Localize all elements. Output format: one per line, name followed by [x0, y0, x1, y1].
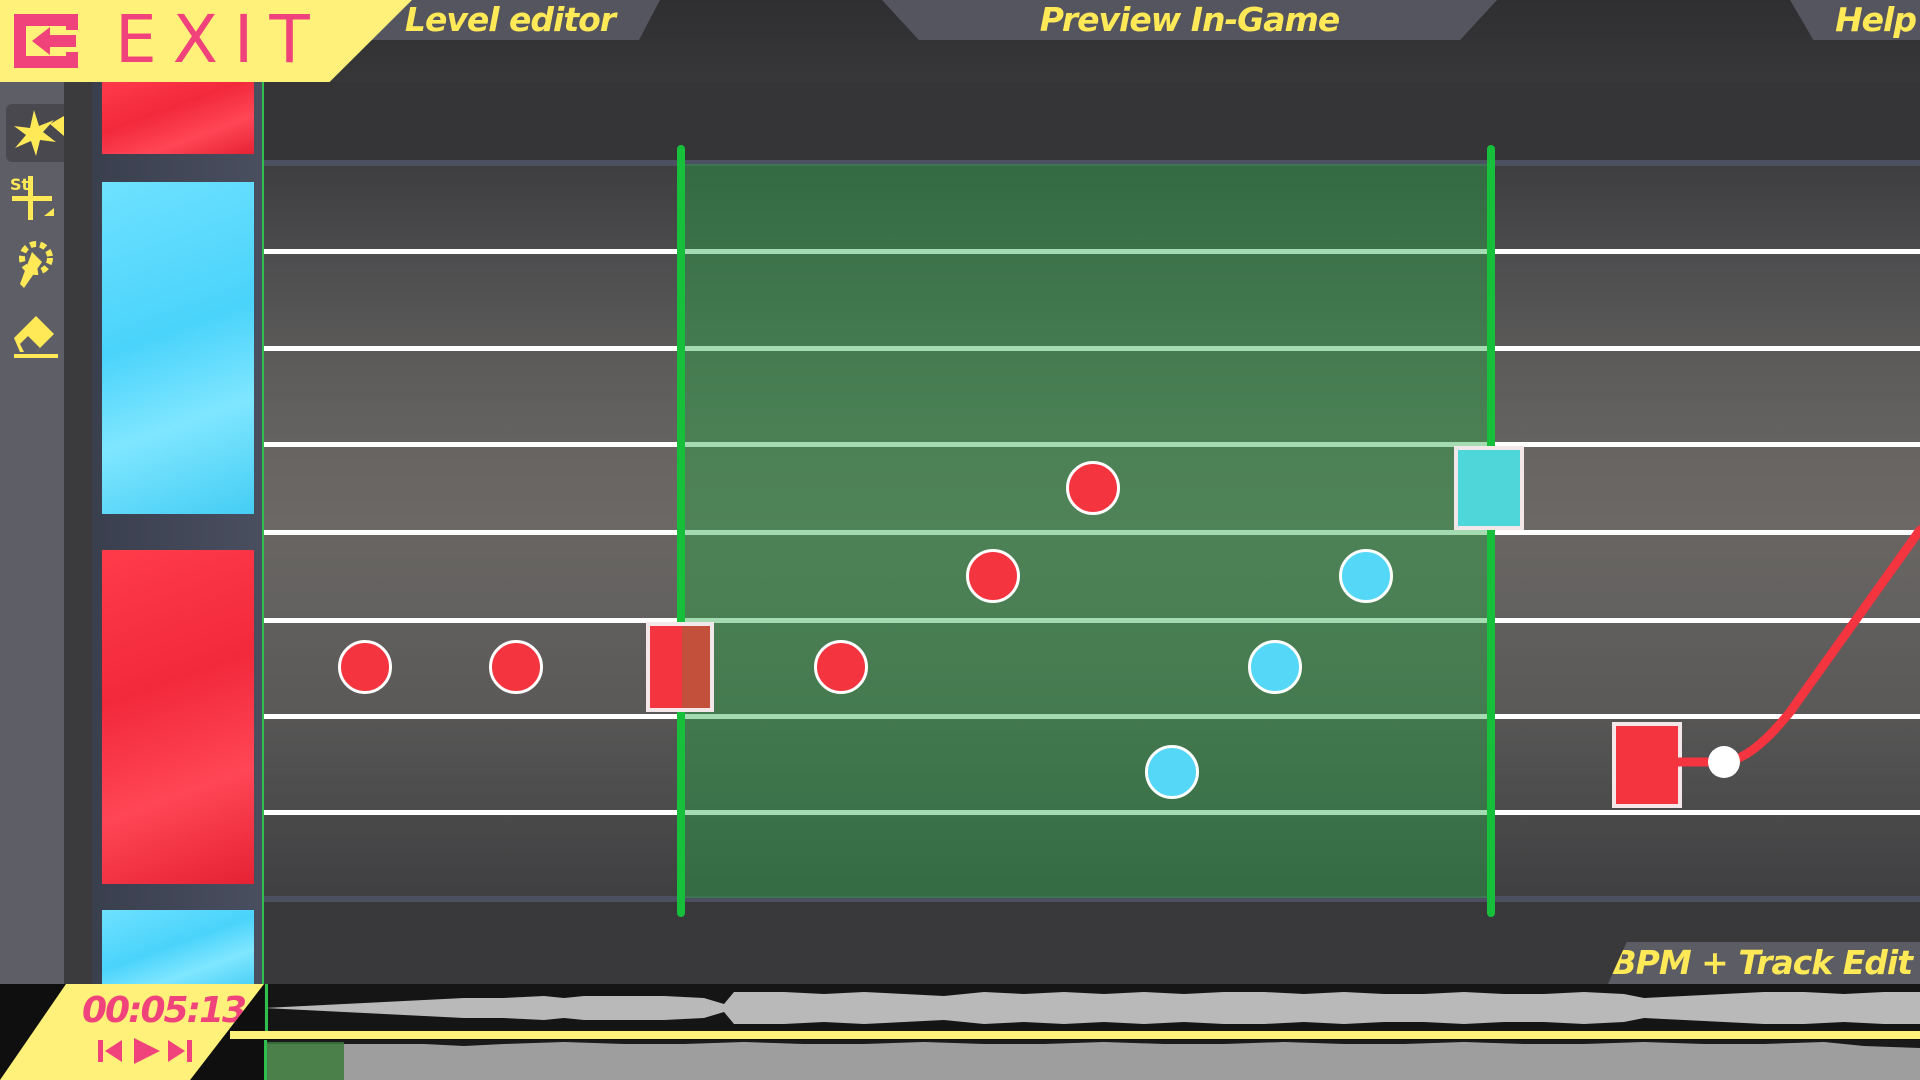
eraser-icon — [14, 316, 58, 358]
playback-time: 00:05:13 — [82, 990, 247, 1031]
tap-note-red[interactable] — [966, 549, 1020, 603]
stretch-add-icon: St — [10, 175, 54, 220]
special-note-icon — [19, 241, 53, 288]
transport-controls — [98, 1038, 192, 1064]
exit-door-icon — [14, 14, 78, 68]
stretch-add-tool[interactable]: St — [6, 170, 64, 228]
tap-note-blue[interactable] — [1248, 640, 1302, 694]
tap-note-blue[interactable] — [1339, 549, 1393, 603]
tool-sidebar: St — [0, 82, 64, 988]
overview-blue-section — [102, 910, 254, 988]
hold-note-blue[interactable] — [1454, 446, 1524, 530]
tab-preview-in-game[interactable]: Preview In-Game — [882, 0, 1497, 40]
selection-end-handle[interactable] — [1487, 145, 1495, 917]
lane-separator — [264, 346, 1920, 351]
eraser-tool[interactable] — [6, 304, 64, 362]
tap-note-blue[interactable] — [1145, 745, 1199, 799]
waveform-overview[interactable] — [264, 984, 1920, 1032]
tab-help[interactable]: Help — [1790, 0, 1920, 40]
lane-header-space — [264, 82, 1920, 164]
lane-8[interactable] — [264, 814, 1920, 898]
lane-3[interactable] — [264, 350, 1920, 442]
overview-divider — [262, 82, 264, 988]
lane-separator — [264, 530, 1920, 535]
waveform-zoomed[interactable] — [264, 1040, 1920, 1080]
lane-1[interactable] — [264, 166, 1920, 250]
play-icon[interactable] — [134, 1038, 160, 1064]
exit-button[interactable]: EXIT — [0, 0, 412, 82]
overview-red-section — [102, 82, 254, 154]
special-note-tool[interactable] — [6, 234, 64, 292]
overview-blue-section — [102, 182, 254, 514]
tap-note-red[interactable] — [489, 640, 543, 694]
bpm-track-edit-tab[interactable]: BPM + Track Edit — [1608, 942, 1920, 984]
track-overview[interactable] — [92, 82, 264, 988]
lane-separator — [264, 442, 1920, 447]
lane-5[interactable] — [264, 534, 1920, 618]
overview-red-section — [102, 550, 254, 884]
selection-start-handle[interactable] — [677, 145, 685, 917]
skip-forward-icon[interactable] — [168, 1040, 192, 1062]
tab-level-editor[interactable]: Level editor — [360, 0, 660, 40]
lane-separator — [264, 810, 1920, 815]
lane-top-border — [264, 160, 1920, 166]
selection-region[interactable] — [682, 164, 1492, 898]
hold-note-overlap — [682, 622, 714, 712]
slide-path[interactable] — [1600, 500, 1920, 800]
skip-back-icon[interactable] — [98, 1040, 122, 1062]
tap-note-red[interactable] — [814, 640, 868, 694]
lane-bottom-border — [264, 896, 1920, 902]
note-place-icon — [14, 110, 64, 156]
lane-separator — [264, 249, 1920, 254]
lane-separator — [264, 714, 1920, 719]
tap-note-red[interactable] — [1066, 461, 1120, 515]
lane-separator — [264, 618, 1920, 623]
playhead-bar[interactable] — [230, 1031, 1920, 1039]
note-place-tool[interactable] — [6, 104, 64, 162]
lane-2[interactable] — [264, 254, 1920, 346]
tap-note-red[interactable] — [338, 640, 392, 694]
svg-text:St: St — [10, 175, 30, 194]
exit-label: EXIT — [115, 1, 326, 78]
